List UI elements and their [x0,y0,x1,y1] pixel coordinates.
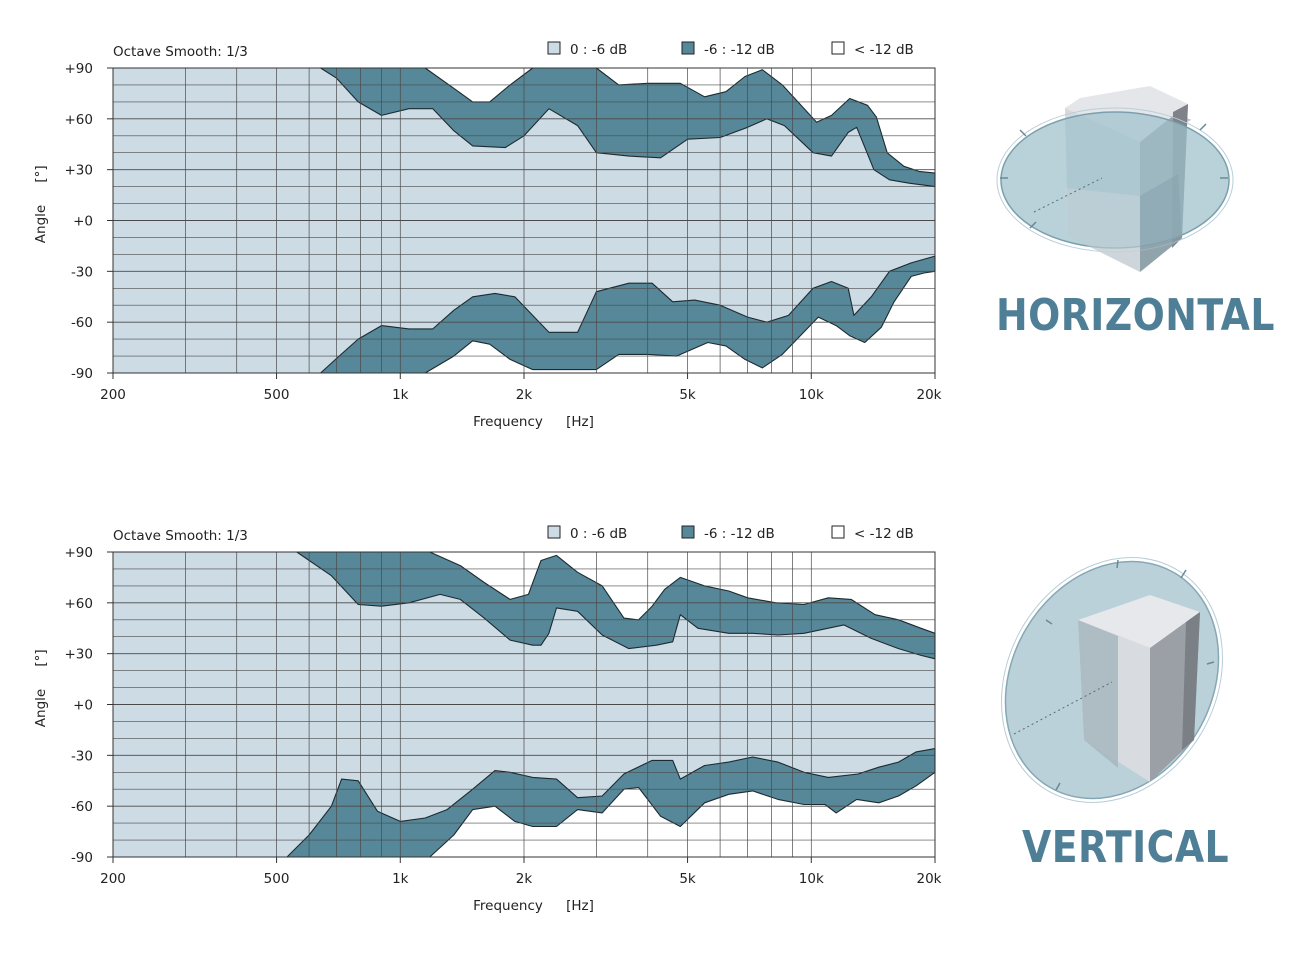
band-6-12db-lower [320,255,936,374]
x-tick-label: 1k [392,387,409,403]
legend-0-6db-swatch [547,41,561,55]
y-tick-label: +0 [73,214,93,230]
x-tick-label: 10k [799,387,824,403]
legend-below-12db-swatch [831,41,845,55]
x-tick-label: 20k [917,871,942,887]
y-tick-label: +90 [65,61,94,77]
legend-6-12db-swatch [681,41,695,55]
y-axis-label: Angle [33,689,49,727]
x-axis-unit: [Hz] [566,898,594,914]
region-below-12db-lower [287,772,935,857]
region-below-12db-upper [296,552,935,634]
smoothing-label: Octave Smooth: 1/3 [113,528,248,544]
legend-6-12db-label: -6 : -12 dB [704,42,775,58]
horizontal-plane-illustration [996,86,1234,272]
region-below-12db-upper [320,68,936,174]
horizontal-title: HORIZONTAL [996,290,1275,341]
x-tick-label: 5k [679,387,696,403]
band-6-12db-upper [320,67,936,188]
y-tick-label: -60 [71,315,93,331]
horizontal-directivity-chart: +90 +60 +30 +0 -30 -60 -90 200 500 1k 2k 5k 10k 20k Fr… [33,41,942,430]
x-tick-label: 500 [264,871,290,887]
y-tick-label: -90 [71,366,93,382]
y-tick-label: +90 [65,545,94,561]
y-axis-unit: [°] [33,649,49,666]
vertical-plane-illustration [1001,557,1223,803]
smoothing-label: Octave Smooth: 1/3 [113,44,248,60]
x-tick-label: 5k [679,871,696,887]
vertical-directivity-chart: +90 +60 +30 +0 -30 -60 -90 200 500 1k 2k 5k 10k 20k Fr… [33,525,942,914]
y-tick-label: -30 [71,748,93,764]
legend-below-12db-label: < -12 dB [854,526,914,542]
legend-6-12db-swatch [681,525,695,539]
y-tick-label: +30 [65,647,94,663]
x-tick-label: 10k [799,871,824,887]
x-tick-label: 2k [516,871,533,887]
x-tick-label: 1k [392,871,409,887]
y-tick-label: +60 [65,596,94,612]
y-tick-label: -30 [71,264,93,280]
legend-0-6db-label: 0 : -6 dB [570,526,627,542]
y-tick-label: +30 [65,163,94,179]
y-tick-label: +60 [65,112,94,128]
legend-0-6db-swatch [547,525,561,539]
y-tick-label: -90 [71,850,93,866]
y-tick-label: -60 [71,799,93,815]
x-tick-label: 500 [264,387,290,403]
legend-0-6db-label: 0 : -6 dB [570,42,627,58]
y-axis-unit: [°] [33,165,49,182]
x-tick-label: 200 [100,871,126,887]
y-tick-label: +0 [73,698,93,714]
legend-6-12db-label: -6 : -12 dB [704,526,775,542]
x-axis-label: Frequency [473,414,543,430]
x-tick-label: 20k [917,387,942,403]
x-tick-label: 200 [100,387,126,403]
y-axis-label: Angle [33,205,49,243]
region-below-12db-lower [320,271,936,373]
legend-below-12db-swatch [831,525,845,539]
x-axis-unit: [Hz] [566,414,594,430]
x-axis-label: Frequency [473,898,543,914]
band-6-12db-lower [286,748,936,858]
vertical-title: VERTICAL [1022,822,1230,873]
x-tick-label: 2k [516,387,533,403]
legend-below-12db-label: < -12 dB [854,42,914,58]
